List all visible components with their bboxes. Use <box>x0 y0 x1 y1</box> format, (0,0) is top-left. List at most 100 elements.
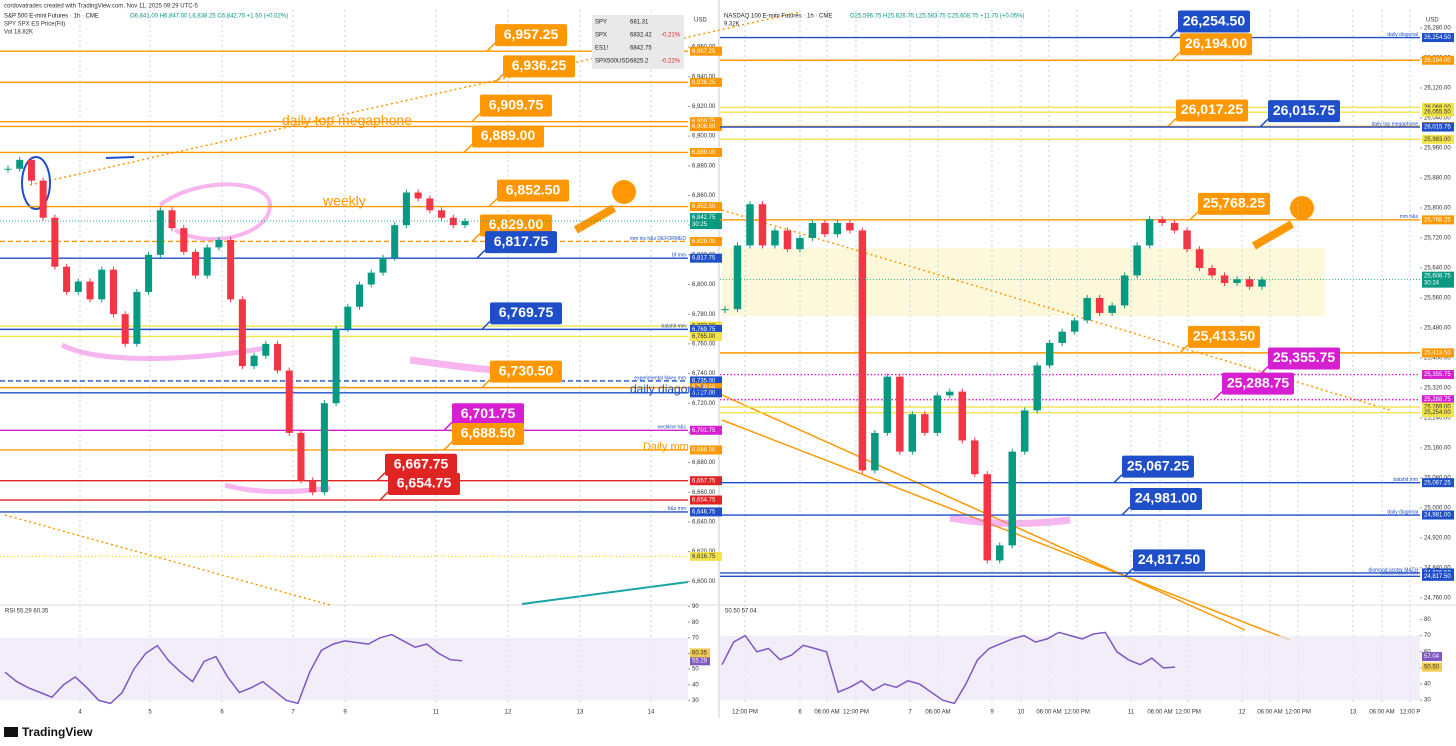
level-axis-tag <box>690 383 722 393</box>
date-label: 12 <box>1239 710 1246 716</box>
callout-box <box>490 302 562 325</box>
candle <box>771 230 779 246</box>
level-axis-tag <box>1422 122 1454 132</box>
candle <box>191 251 200 276</box>
level-axis-tag <box>690 147 722 157</box>
level-axis-tag <box>690 253 722 263</box>
callout-tail <box>1259 118 1269 128</box>
y-tick-label: 6,760.00 <box>692 341 716 347</box>
level-axis-label: 6,957.25 <box>692 49 716 55</box>
candle <box>1245 279 1254 287</box>
rsi-tag-label: 57.04 <box>1424 654 1440 660</box>
callout-tail <box>1171 51 1181 61</box>
callout-tail <box>1169 29 1179 39</box>
candle <box>1220 275 1229 283</box>
callout-label: 25,355.75 <box>1273 349 1335 365</box>
scribble <box>21 156 51 210</box>
candle <box>203 247 211 276</box>
level-axis-label: 25,355.75 <box>1424 372 1451 378</box>
callout-box <box>1180 33 1252 56</box>
level-note: neckline h&s <box>658 425 687 431</box>
watchlist-cell: SPY <box>595 20 607 26</box>
candle <box>379 257 387 273</box>
level-axis-tag <box>690 236 722 246</box>
rsi-tick-label: 40 <box>692 682 699 688</box>
callout-box <box>1130 488 1202 511</box>
rsi-tag <box>690 648 710 658</box>
level-axis-label: 26,194.00 <box>1424 58 1451 64</box>
date-label: 6 <box>798 710 802 716</box>
callout-label: 26,015.75 <box>1273 102 1335 118</box>
watchlist-cell: -0.21% <box>661 33 681 39</box>
callout-box <box>1133 549 1205 572</box>
callout-tail <box>471 232 481 243</box>
trend-line <box>29 11 801 186</box>
last-price-label: 6,842.75 <box>692 215 716 221</box>
rsi-tag-label: 50.50 <box>1424 665 1440 671</box>
axis-unit: USD <box>1426 18 1439 24</box>
y-tick-label: 6,740.00 <box>692 371 716 377</box>
callout-label: 26,254.50 <box>1183 12 1245 28</box>
candle <box>1070 320 1079 332</box>
level-note: mm h&s <box>1400 214 1419 220</box>
last-price-label: 25,608.75 <box>1424 274 1451 280</box>
date-label: 06:00 AM <box>1036 710 1061 716</box>
candle <box>833 222 842 235</box>
candle <box>971 440 979 475</box>
level-axis-tag <box>1422 402 1454 412</box>
legend-line: Vol 18.82K <box>4 30 33 36</box>
rsi-tag <box>1422 662 1442 672</box>
level-axis-tag <box>1422 370 1454 380</box>
callout-box <box>1122 455 1194 478</box>
candle <box>758 204 767 246</box>
ohlc-readout: O6,841.00 H6,847.00 L6,838.25 C6,842.75 … <box>130 14 288 20</box>
level-axis-tag <box>690 46 722 56</box>
callout-box <box>1176 99 1248 122</box>
y-tick-label: 25,720.00 <box>1424 236 1451 242</box>
callout-tail <box>463 143 473 153</box>
level-axis-tag <box>1422 408 1454 418</box>
rsi-tick-label: 80 <box>1424 617 1431 623</box>
candle <box>746 204 754 246</box>
callout-label: 6,769.75 <box>499 304 554 320</box>
date-label: 06:00 AM <box>1257 710 1282 716</box>
candle <box>1208 267 1216 276</box>
callout-tail <box>1121 506 1131 516</box>
logo <box>4 727 18 737</box>
rsi-tick-label: 90 <box>692 604 699 610</box>
legend-line: SPY SPX ES Price(Fit) <box>4 22 65 28</box>
callout-label: 24,817.50 <box>1138 551 1200 567</box>
rsi-line <box>4 633 463 705</box>
level-axis-tag <box>1422 571 1454 581</box>
candle <box>1145 219 1154 246</box>
level-axis-label: 24,817.50 <box>1424 574 1451 580</box>
level-note: weekly <box>322 192 366 208</box>
level-axis-label: 6,829.00 <box>692 239 716 245</box>
level-axis-label: 25,288.75 <box>1424 397 1451 403</box>
candle <box>1108 305 1116 313</box>
callout-tail <box>481 320 491 330</box>
callout-label: 6,701.75 <box>461 405 516 421</box>
level-axis-label: 6,730.50 <box>692 385 716 391</box>
date-label: 6 <box>220 710 224 716</box>
callout-box <box>495 24 567 47</box>
date-label: 5 <box>148 710 152 716</box>
level-axis-tag <box>690 425 722 435</box>
candle <box>262 343 270 356</box>
level-axis-label: 6,936.25 <box>692 80 716 86</box>
level-axis-label: 6,727.00 <box>692 390 716 396</box>
last-price-tag <box>1422 271 1454 288</box>
level-note: daily diagonal <box>1387 32 1418 38</box>
date-label: 11 <box>1128 710 1135 716</box>
date-label: 9 <box>990 710 994 716</box>
callout-box <box>497 179 569 202</box>
level-note: h&s mm <box>668 506 686 512</box>
date-label: 9 <box>343 710 347 716</box>
candle <box>733 245 742 310</box>
date-label: 06:00 AM <box>814 710 839 716</box>
y-tick-label: 25,480.00 <box>1424 326 1451 332</box>
countdown: 30:24 <box>1424 281 1440 287</box>
level-axis-tag <box>1422 102 1454 112</box>
watchlist-cell: 6825.2 <box>630 59 649 65</box>
